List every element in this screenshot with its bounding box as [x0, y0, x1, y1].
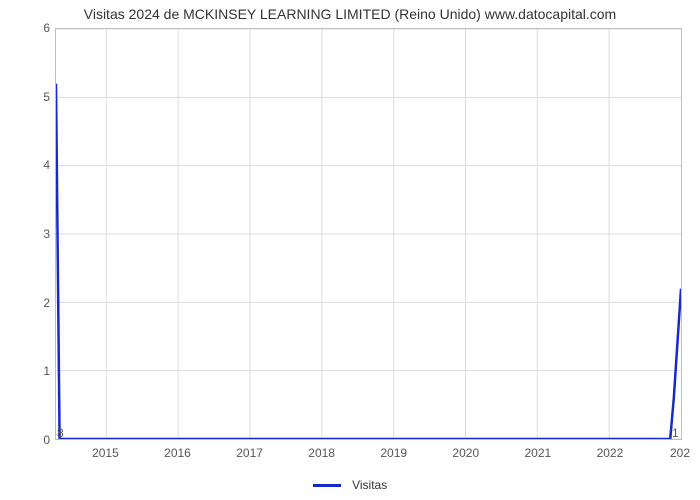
legend: Visitas: [0, 477, 700, 492]
x-tick-label: 2018: [292, 446, 352, 460]
y-tick-label: 0: [10, 433, 50, 447]
y-tick-label: 1: [10, 364, 50, 378]
series-line-visitas: [56, 84, 681, 439]
legend-label: Visitas: [352, 478, 387, 492]
x-tick-label: 2020: [436, 446, 496, 460]
plot-area: [55, 28, 682, 440]
x-tick-label-clipped: 202: [670, 446, 700, 460]
chart-title: Visitas 2024 de MCKINSEY LEARNING LIMITE…: [0, 6, 700, 22]
x-tick-label: 2022: [580, 446, 640, 460]
x-tick-label: 2017: [220, 446, 280, 460]
series-end-label-right: 1: [672, 426, 679, 440]
y-tick-label: 4: [10, 158, 50, 172]
gridlines: [56, 29, 681, 439]
y-tick-label: 6: [10, 21, 50, 35]
y-tick-label: 3: [10, 227, 50, 241]
x-tick-label: 2015: [75, 446, 135, 460]
visits-chart: Visitas 2024 de MCKINSEY LEARNING LIMITE…: [0, 0, 700, 500]
x-tick-label: 2021: [508, 446, 568, 460]
legend-swatch: [313, 484, 341, 487]
series-end-label-left: 8: [57, 426, 64, 440]
x-tick-label: 2016: [148, 446, 208, 460]
plot-svg: [56, 29, 681, 439]
y-tick-label: 2: [10, 296, 50, 310]
x-tick-label: 2019: [364, 446, 424, 460]
y-tick-label: 5: [10, 90, 50, 104]
